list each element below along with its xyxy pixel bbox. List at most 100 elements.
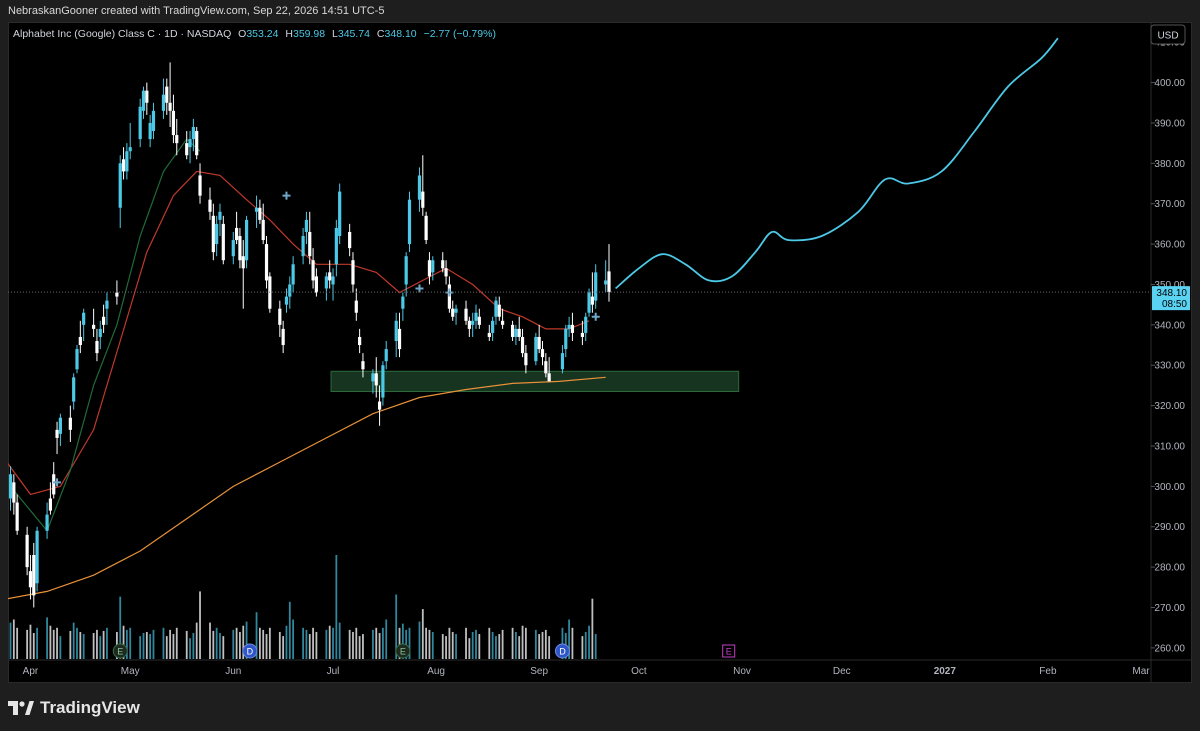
y-tick-label: 280.00 (1154, 563, 1185, 574)
volume-bar (488, 627, 491, 659)
volume-bar (352, 631, 354, 659)
candle-body (221, 223, 225, 261)
candle-body (570, 324, 575, 333)
volume-bar (96, 629, 98, 659)
candle-body (281, 328, 285, 346)
volume-bar (448, 627, 451, 659)
candle-body (454, 308, 458, 313)
x-tick-label: Jun (225, 666, 241, 677)
candle-body (361, 361, 365, 370)
y-tick-label: 360.00 (1154, 240, 1185, 251)
volume-bar (495, 636, 497, 659)
currency-button[interactable]: USD (1150, 24, 1186, 45)
event-marker-label: D (247, 647, 254, 657)
candle-body (145, 90, 149, 103)
candle-body (198, 175, 202, 196)
candle-body (278, 308, 282, 325)
candle-body (58, 417, 62, 434)
volume-bar (232, 629, 235, 659)
volume-bar (385, 619, 388, 659)
legend-low-label: L (332, 28, 338, 40)
legend-high: 359.98 (293, 28, 325, 40)
candle-body (381, 365, 385, 398)
y-tick-label: 400.00 (1154, 78, 1185, 89)
candle-body (328, 272, 332, 281)
volume-bar (445, 636, 447, 659)
x-tick-label: May (121, 666, 140, 677)
legend-open: 353.24 (246, 28, 278, 40)
volume-bar (335, 555, 338, 659)
volume-bar (262, 629, 265, 659)
x-tick-label: Sep (530, 666, 548, 677)
candle-body (524, 353, 528, 366)
volume-bar (308, 634, 311, 659)
candle-body (358, 336, 362, 346)
volume-bar (581, 636, 584, 659)
candle-body (241, 256, 245, 269)
volume-bar (348, 629, 351, 659)
candle-body (12, 482, 16, 503)
candle-body (95, 341, 99, 354)
x-tick-label: Apr (23, 666, 39, 677)
candle-body (168, 102, 172, 111)
volume-bar (99, 636, 102, 659)
candle-body (32, 555, 36, 596)
x-tick-label: Jul (327, 666, 340, 677)
trade-marker-icon (282, 191, 291, 200)
candle-body (128, 147, 132, 152)
candlestick-chart[interactable]: E D E D E 260.00 270.00 280.00 290.00 300.00 310.… (8, 22, 1192, 683)
volume-layer (9, 555, 597, 659)
volume-bar (451, 631, 454, 659)
candle-body (175, 135, 179, 144)
volume-bar (255, 612, 258, 659)
volume-bar (375, 627, 378, 659)
volume-bar (106, 627, 108, 659)
candle-body (261, 219, 265, 241)
x-tick-label: Feb (1039, 666, 1057, 677)
candle-body (477, 316, 481, 325)
candle-body (165, 86, 169, 103)
volume-bar (594, 634, 597, 659)
volume-bar (534, 629, 537, 659)
volume-bar (421, 609, 424, 659)
candle-body (604, 280, 608, 285)
candle-body (431, 260, 435, 273)
sma-mid-line (8, 170, 590, 496)
candle-body (348, 231, 352, 249)
brand-name: TradingView (40, 698, 140, 717)
volume-bar (428, 629, 431, 659)
candle-body (118, 163, 122, 208)
event-marker-label: E (117, 647, 123, 657)
x-tick-label: Mar (1132, 666, 1150, 677)
volume-bar (12, 619, 15, 659)
volume-bar (56, 627, 58, 659)
volume-bar (544, 629, 547, 659)
candle-body (82, 312, 86, 325)
volume-bar (524, 627, 527, 659)
candle-body (587, 292, 591, 313)
candle-body (427, 260, 432, 277)
dividend-marker-icon (554, 643, 570, 659)
volume-bar (209, 622, 211, 659)
candle-body (264, 244, 269, 281)
projection-curve (615, 37, 1059, 290)
volume-bar (325, 629, 328, 659)
candle-body (444, 268, 448, 277)
volume-bar (584, 631, 587, 659)
volume-bar (501, 629, 504, 659)
legend-line: Alphabet Inc (Google) Class C · 1D · NAS… (13, 28, 496, 40)
tradingview-footer[interactable]: TradingView (8, 693, 140, 723)
legend-close: 348.10 (385, 28, 417, 40)
candle-body (8, 474, 13, 499)
candle-body (238, 236, 242, 261)
y-tick-label: 300.00 (1154, 482, 1185, 493)
candle-body (394, 320, 398, 341)
candle-body (304, 219, 309, 232)
volume-bar (425, 627, 428, 659)
candle-body (324, 276, 328, 289)
candle-body (464, 308, 468, 321)
volume-bar (441, 634, 444, 659)
candle-body (451, 308, 455, 317)
candle-body (191, 126, 195, 140)
